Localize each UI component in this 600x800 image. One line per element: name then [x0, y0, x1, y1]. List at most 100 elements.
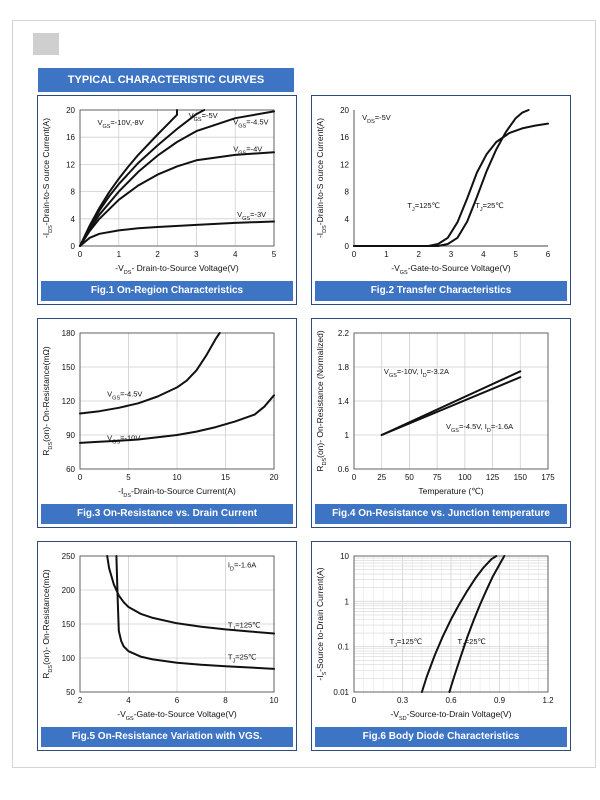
plot-frame: [353, 332, 549, 470]
y-tick-label: 200: [62, 586, 76, 595]
series-annotation: TJ=125℃: [407, 201, 440, 213]
x-tick-label: 100: [458, 473, 472, 482]
series-line-1: [79, 332, 221, 415]
y-tick-label: 1.4: [338, 397, 350, 406]
x-tick-label: 3: [449, 250, 454, 259]
grid: [353, 556, 549, 693]
x-tick-label: 0: [352, 696, 357, 705]
series-line-5: [79, 220, 275, 247]
series-line-2: [79, 109, 206, 247]
series-line-2: [380, 376, 522, 436]
x-tick-label: 2: [416, 250, 421, 259]
x-tick-label: 2: [155, 250, 160, 259]
series-annotation: TJ=25℃: [475, 201, 504, 213]
y-tick-label: 10: [340, 552, 349, 561]
chart-caption: Fig.1 On-Region Characteristics: [41, 281, 293, 301]
chart-caption: Fig.6 Body Diode Characteristics: [315, 727, 567, 747]
y-axis-label: RDS(on)- On-Resistance(mΩ): [41, 569, 54, 679]
y-tick-label: 50: [66, 688, 75, 697]
y-tick-label: 8: [71, 188, 76, 197]
chart-panel-fig5: 2 4 6 8 10 50 100 150 200 250 -VGS-Gate-to-Source …: [37, 541, 297, 751]
y-tick-label: 250: [62, 552, 76, 561]
plot-frame: [79, 332, 275, 470]
grid: [79, 332, 275, 470]
chart-panel-fig2: 0 1 2 3 4 5 6 0 4 8 12 16 20 -VGS-Gate-to-Source Volt…: [311, 95, 571, 305]
y-tick-label: 150: [62, 620, 76, 629]
y-tick-label: 0: [345, 242, 350, 251]
series-line-4: [79, 151, 275, 247]
series-annotation: VDS=-5V: [362, 113, 391, 125]
chart-fig3: 0 5 10 15 20 60 90 120 150 180 -IDS-Drain-to-Sourc…: [41, 329, 279, 499]
x-axis-label: -IDS-Drain-to-Source Current(A): [118, 486, 236, 499]
x-tick-label: 10: [270, 696, 279, 705]
y-tick-label: 0: [71, 242, 76, 251]
series-annotation: VGS=-4.5V: [107, 389, 142, 401]
chart-caption: Fig.2 Transfer Characteristics: [315, 281, 567, 301]
chart-fig5: 2 4 6 8 10 50 100 150 200 250 -VGS-Gate-to-Source …: [41, 552, 279, 722]
x-tick-label: 0.6: [445, 696, 457, 705]
series-line-2: [353, 109, 530, 247]
series-annotation: TJ=25℃: [457, 637, 486, 649]
x-tick-label: 3: [194, 250, 199, 259]
y-tick-label: 1: [345, 597, 350, 606]
series-annotation: ID=-1.6A: [228, 561, 256, 573]
series-annotation: VGS=-10V, ID=-3.2A: [384, 367, 449, 379]
y-tick-label: 1: [345, 431, 350, 440]
y-tick-label: 0.1: [338, 643, 350, 652]
series-line-1: [106, 555, 275, 635]
x-tick-label: 0: [352, 473, 357, 482]
x-axis-label: -VSD-Source-to-Drain Voltage(V): [390, 709, 511, 722]
x-tick-label: 0.3: [397, 696, 409, 705]
chart-panel-fig3: 0 5 10 15 20 60 90 120 150 180 -IDS-Drain-to-Sourc…: [37, 318, 297, 528]
x-tick-label: 4: [126, 696, 131, 705]
y-tick-label: 0.01: [333, 688, 349, 697]
chart-caption: Fig.5 On-Resistance Variation with VGS.: [41, 727, 293, 747]
plot-frame: [353, 555, 549, 693]
series-annotation: VGS=-4.5V: [233, 117, 268, 129]
series-annotation: VGS=-5V: [189, 111, 218, 123]
x-tick-label: 4: [481, 250, 486, 259]
y-tick-label: 2.2: [338, 329, 350, 338]
x-tick-label: 5: [272, 250, 277, 259]
y-tick-label: 120: [62, 397, 76, 406]
y-tick-label: 12: [340, 160, 349, 169]
x-tick-label: 175: [541, 473, 555, 482]
y-tick-label: 60: [66, 465, 75, 474]
x-axis-label: -VDS- Drain-to-Source Voltage(V): [115, 263, 239, 276]
y-tick-label: 12: [66, 160, 75, 169]
header-tab: [33, 33, 59, 55]
chart-fig6: 0 0.3 0.6 0.9 1.2 0.01 0.1 1 10 -VSD-Source-to-Dr…: [315, 552, 554, 722]
series-annotation: TJ=125℃: [228, 620, 261, 632]
x-tick-label: 5: [126, 473, 131, 482]
grid: [353, 332, 549, 470]
plot-frame: [79, 555, 275, 693]
x-tick-label: 0: [78, 473, 83, 482]
y-axis-label: -IDS-Drain-to-S ource Current(A): [315, 118, 328, 238]
chart-fig4: 0 25 50 75 100 125 150 175 0.6 1 1.4 1.8 2.2 Temperat…: [315, 329, 555, 496]
y-axis-label: RDS(on)- On-Resistance (Normalized): [315, 330, 328, 471]
series-annotation: VGS=-4.5V, ID=-1.6A: [446, 422, 513, 434]
y-tick-label: 16: [66, 133, 75, 142]
series-annotation: TJ=25℃: [228, 652, 256, 664]
series-annotation: VGS=-3V: [237, 210, 266, 222]
chart-caption: Fig.4 On-Resistance vs. Junction tempera…: [315, 504, 567, 524]
chart-panel-fig6: 0 0.3 0.6 0.9 1.2 0.01 0.1 1 10 -VSD-Source-to-Dr…: [311, 541, 571, 751]
x-tick-label: 20: [270, 473, 279, 482]
series-line-2: [79, 394, 275, 444]
series-annotation: VGS=-4V: [233, 144, 262, 156]
x-tick-label: 2: [78, 696, 83, 705]
series-annotation: TJ=125℃: [390, 637, 423, 649]
y-tick-label: 8: [345, 188, 350, 197]
series-line-1: [420, 555, 498, 693]
x-tick-label: 75: [433, 473, 442, 482]
y-tick-label: 20: [340, 106, 349, 115]
series-line-2: [448, 555, 506, 693]
x-tick-label: 150: [514, 473, 528, 482]
x-tick-label: 10: [173, 473, 182, 482]
x-tick-label: 50: [405, 473, 414, 482]
x-tick-label: 1: [384, 250, 389, 259]
chart-panel-fig1: 0 1 2 3 4 5 0 4 8 12 16 20 -VDS- Drain-to-Source Vol…: [37, 95, 297, 305]
x-tick-label: 5: [513, 250, 518, 259]
